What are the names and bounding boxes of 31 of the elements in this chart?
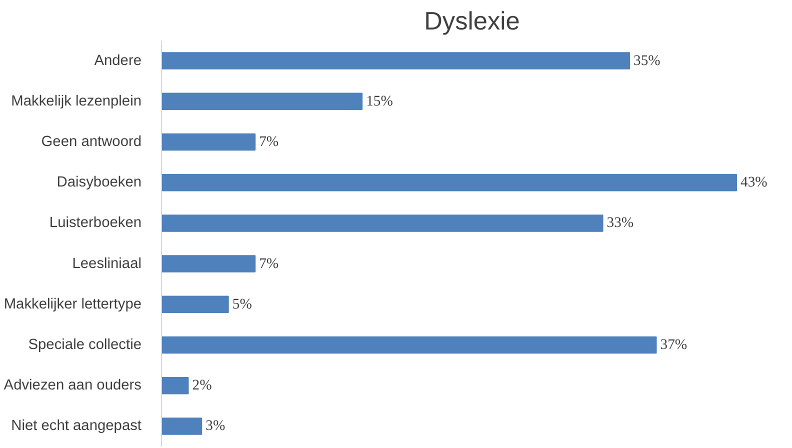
chart-title: Dyslexie xyxy=(424,8,520,36)
bar xyxy=(162,376,189,394)
data-label: 35% xyxy=(634,52,660,69)
data-label: 2% xyxy=(192,378,212,394)
y-tick-label: Daisyboeken xyxy=(56,174,142,191)
y-tick-label: Geen antwoord xyxy=(41,134,142,150)
data-label: 3% xyxy=(206,418,226,434)
bar xyxy=(162,52,630,70)
bar xyxy=(162,133,256,151)
data-label: 33% xyxy=(606,215,634,232)
bar xyxy=(162,255,256,272)
bar xyxy=(162,214,604,232)
y-tick-label: Makkelijk lezenplein xyxy=(11,93,142,110)
data-label: 43% xyxy=(740,174,768,191)
data-label: 5% xyxy=(232,296,252,312)
y-tick-label: Andere xyxy=(94,52,142,69)
y-tick-label: Adviezen aan ouders xyxy=(4,378,142,394)
data-label: 7% xyxy=(259,134,279,150)
bar xyxy=(162,296,229,314)
data-label: 15% xyxy=(366,93,393,110)
data-label: 37% xyxy=(660,337,688,353)
y-tick-label: Speciale collectie xyxy=(28,337,142,353)
y-tick-label: Luisterboeken xyxy=(49,215,142,232)
bar xyxy=(162,92,363,110)
y-tick-label: Niet echt aangepast xyxy=(11,418,142,434)
bar xyxy=(162,418,202,435)
y-tick-label: Leesliniaal xyxy=(72,256,142,272)
bar xyxy=(162,336,657,354)
data-label: 7% xyxy=(259,256,279,272)
bar xyxy=(162,174,737,192)
y-tick-label: Makkelijker lettertype xyxy=(4,296,142,312)
